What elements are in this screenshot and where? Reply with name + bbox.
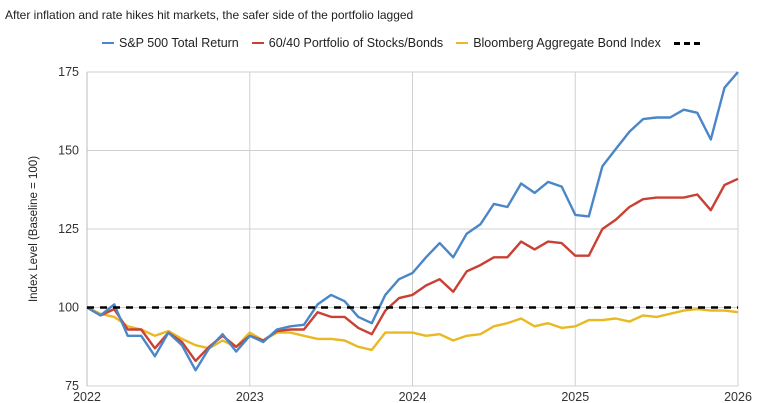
x-tick-label: 2023 [236, 390, 264, 403]
legend-item-baseline [673, 41, 705, 45]
legend-swatch-6040 [251, 41, 264, 45]
legend-label-sp500: S&P 500 Total Return [119, 36, 239, 50]
x-tick-label: 2026 [724, 390, 752, 403]
legend-swatch-baseline [673, 41, 700, 45]
legend-label-6040: 60/40 Portfolio of Stocks/Bonds [268, 36, 444, 50]
legend-swatch-sp500 [102, 41, 114, 45]
legend-item-sp500: S&P 500 Total Return [102, 36, 239, 50]
chart-axes: 75 100 125 150 175 2022 2023 2024 2025 2026 [58, 65, 752, 403]
legend-label-bond: Bloomberg Aggregate Bond Index [473, 36, 661, 50]
y-tick-label: 100 [58, 301, 79, 315]
y-axis-label: Index Level (Baseline = 100) [28, 156, 40, 302]
y-tick-label: 175 [58, 65, 79, 79]
x-tick-label: 2025 [561, 390, 589, 403]
legend-item-bond: Bloomberg Aggregate Bond Index [456, 36, 661, 50]
series-line-2 [86, 306, 739, 352]
y-tick-label: 125 [58, 222, 79, 236]
series-line-0 [86, 71, 739, 372]
series-line-1 [86, 177, 739, 363]
x-tick-label: 2024 [399, 390, 427, 403]
legend-item-6040: 60/40 Portfolio of Stocks/Bonds [251, 36, 444, 50]
y-tick-label: 75 [65, 379, 79, 393]
chart-legend: S&P 500 Total Return 60/40 Portfolio of … [102, 36, 718, 50]
legend-swatch-bond [456, 41, 469, 45]
chart-subtitle: After inflation and rate hikes hit marke… [5, 8, 414, 22]
y-tick-label: 150 [58, 144, 79, 158]
chart-series [86, 71, 739, 372]
x-tick-label: 2022 [73, 390, 101, 403]
